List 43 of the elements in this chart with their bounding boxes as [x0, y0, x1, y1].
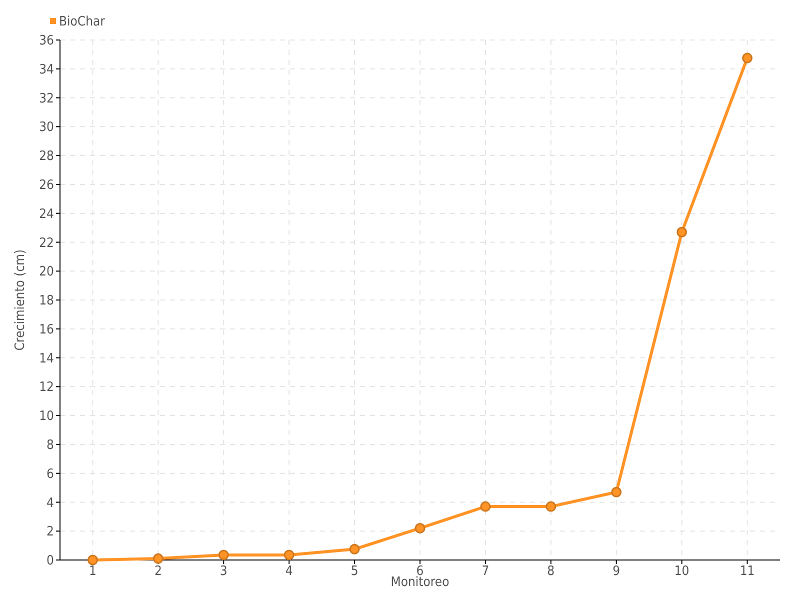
point	[218, 550, 229, 560]
y-tick-label: 2	[46, 524, 54, 540]
x-tick-label: 10	[674, 564, 690, 579]
point	[742, 52, 753, 64]
x-tick-label: 7	[482, 564, 490, 579]
y-tick-label: 10	[39, 409, 54, 424]
x-axis-title: Monitoreo	[390, 575, 450, 590]
y-tick-label: 16	[39, 322, 54, 338]
y-tick-label: 26	[39, 178, 54, 193]
x-tick-label: 2	[154, 564, 162, 579]
y-tick-label: 12	[39, 380, 54, 396]
point	[349, 544, 360, 554]
x-tick-label: 8	[547, 564, 555, 579]
x-tick-label: 1	[89, 564, 96, 579]
point	[546, 501, 556, 512]
y-tick-label: 36	[39, 34, 54, 49]
y-axis-title: Crecimiento (cm)	[13, 249, 28, 351]
x-tick-label: 3	[220, 564, 228, 579]
y-tick-label: 14	[39, 351, 54, 366]
y-tick-label: 20	[39, 264, 54, 280]
y-tick-label: 34	[39, 62, 54, 78]
point	[87, 554, 98, 566]
x-tick-label: 9	[612, 564, 620, 579]
x-tick-label: 4	[285, 564, 293, 579]
y-tick-label: 6	[46, 466, 54, 482]
y-tick-label: 24	[39, 206, 54, 222]
point	[284, 550, 294, 560]
point	[480, 501, 491, 512]
y-tick-label: 8	[46, 438, 54, 453]
point	[676, 226, 688, 238]
legend-label: BioChar	[59, 14, 106, 30]
y-tick-label: 30	[39, 120, 54, 136]
point	[414, 522, 426, 534]
x-tick-label: 5	[350, 564, 358, 579]
point	[152, 553, 164, 564]
x-tick-label: 11	[740, 564, 755, 579]
point	[611, 486, 622, 498]
y-tick-label: 0	[46, 554, 54, 569]
y-tick-label: 32	[39, 91, 54, 106]
y-tick-label: 18	[39, 294, 54, 309]
y-tick-label: 28	[39, 149, 54, 164]
y-tick-label: 4	[46, 496, 54, 511]
y-tick-label: 22	[39, 236, 54, 251]
